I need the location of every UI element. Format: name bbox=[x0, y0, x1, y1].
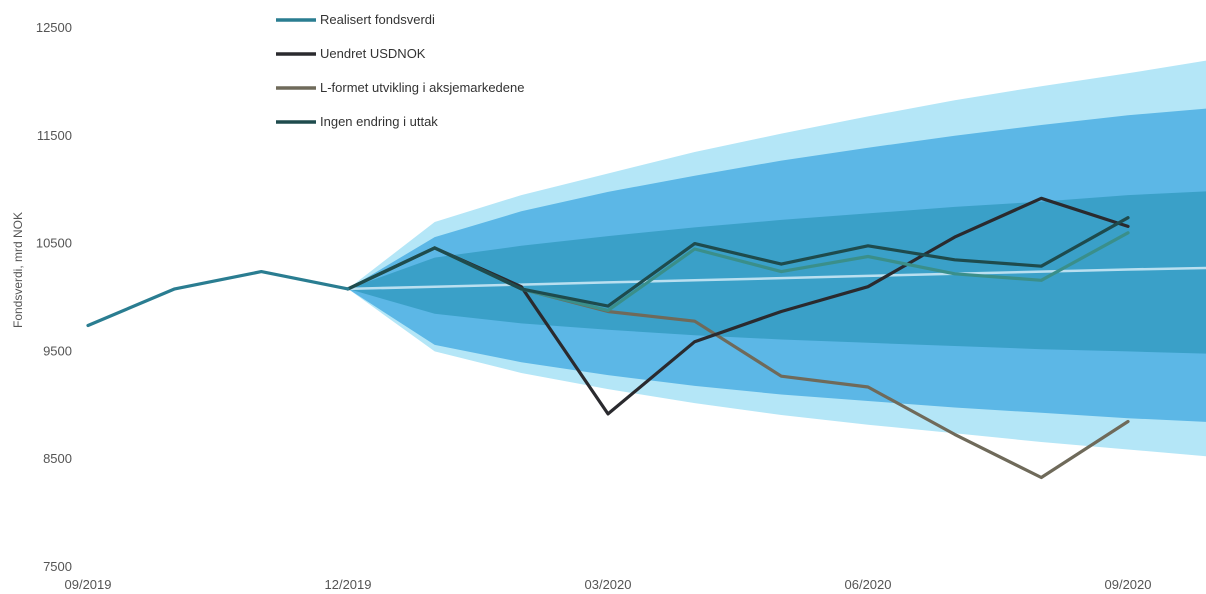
series-lines bbox=[86, 196, 1130, 480]
fan-median bbox=[347, 266, 1206, 291]
x-tick-label: 03/2020 bbox=[585, 577, 632, 592]
legend-entry-label: Uendret USDNOK bbox=[320, 46, 426, 61]
series-line-4 bbox=[346, 216, 1130, 308]
y-tick-label: 12500 bbox=[36, 20, 72, 35]
x-tick-label: 12/2019 bbox=[325, 577, 372, 592]
y-tick-label: 10500 bbox=[36, 236, 72, 251]
series-line-1 bbox=[86, 270, 350, 328]
y-tick-label: 8500 bbox=[43, 451, 72, 466]
fan-band-3 bbox=[348, 191, 1206, 354]
x-tick-label: 06/2020 bbox=[845, 577, 892, 592]
legend-entry-label: L-formet utvikling i aksjemarkedene bbox=[320, 80, 524, 95]
y-tick-label: 7500 bbox=[43, 559, 72, 574]
y-tick-label: 9500 bbox=[43, 343, 72, 358]
fan-bands bbox=[348, 60, 1206, 457]
y-tick-label: 11500 bbox=[37, 128, 72, 143]
y-axis-ticks: 7500 8500 9500 10500 11500 12500 bbox=[36, 20, 72, 574]
legend-entry-label: Realisert fondsverdi bbox=[320, 12, 435, 27]
legend-entry-label: Ingen endring i uttak bbox=[320, 114, 438, 129]
x-tick-label: 09/2019 bbox=[65, 577, 112, 592]
legend: Realisert fondsverdi Uendret USDNOK L-form… bbox=[276, 12, 524, 129]
x-tick-label: 09/2020 bbox=[1105, 577, 1152, 592]
x-axis-ticks: 09/2019 12/2019 03/2020 06/2020 09/2020 bbox=[65, 577, 1152, 592]
y-axis-label: Fondsverdi, mrd NOK bbox=[11, 212, 25, 328]
fan-median-line bbox=[347, 266, 1206, 291]
